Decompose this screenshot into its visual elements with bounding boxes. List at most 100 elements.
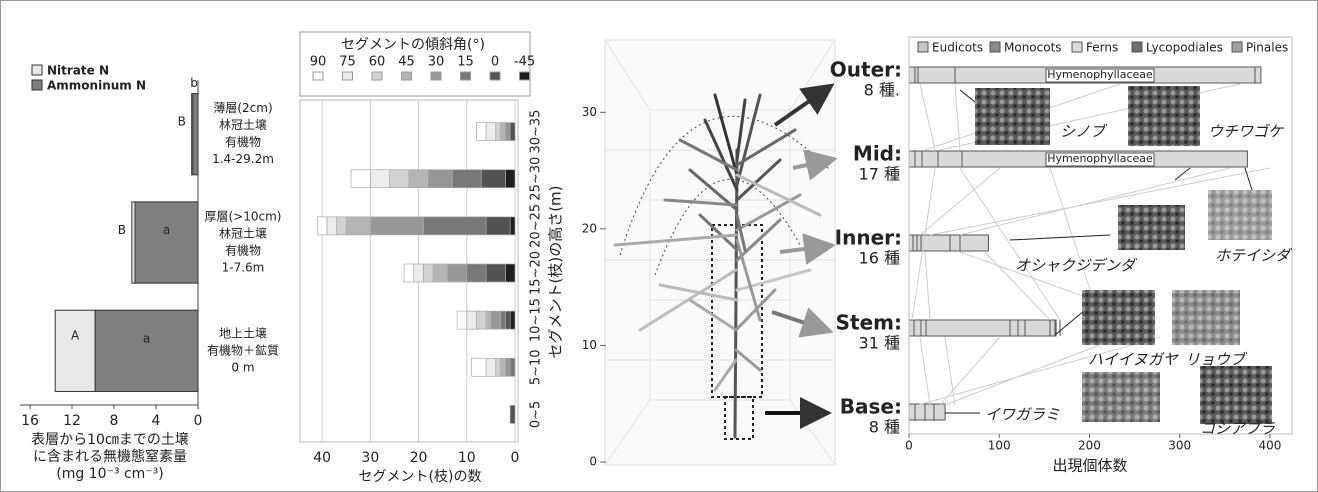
zone-label: Outer: xyxy=(830,58,902,82)
category-label: 15~20 xyxy=(529,251,544,295)
category-label: 10~15 xyxy=(529,298,544,342)
category-label: 1.4-29.2m xyxy=(212,152,274,166)
bar xyxy=(505,311,510,329)
bar xyxy=(472,358,486,376)
bar xyxy=(467,311,477,329)
bar xyxy=(505,264,515,282)
bar xyxy=(909,320,1056,336)
photo-caption: オシャクジデンダ xyxy=(1015,257,1138,275)
annotation: Hymenophyllaceae xyxy=(1047,68,1153,81)
x-tick-label: 12 xyxy=(63,413,81,429)
category-label: 1-7.6m xyxy=(222,261,265,275)
category-label: 25~30 xyxy=(529,157,544,201)
bar xyxy=(370,217,423,235)
zone-label: Mid: xyxy=(853,142,902,166)
bar xyxy=(135,202,198,283)
legend-swatch xyxy=(1232,42,1242,52)
bar xyxy=(505,170,515,188)
x-axis-label: セグメント(枝)の数 xyxy=(359,469,482,485)
bar xyxy=(370,170,389,188)
species-count: 16 種 xyxy=(859,249,900,268)
legend-title: セグメントの傾斜角(°) xyxy=(341,37,485,53)
legend-label: 90 xyxy=(310,55,327,70)
legend-swatch xyxy=(313,72,323,80)
photo-caption: ハイイヌガヤ xyxy=(1088,351,1180,369)
significance-letter: b xyxy=(190,76,198,90)
bar xyxy=(457,311,467,329)
bar xyxy=(481,170,505,188)
bar xyxy=(491,311,501,329)
bar xyxy=(486,311,491,329)
bar xyxy=(501,358,506,376)
x-tick-label: 4 xyxy=(152,413,161,429)
legend-swatch xyxy=(32,65,42,75)
x-axis-label: に含まれる無機態窒素量 xyxy=(33,448,187,465)
category-label: 有機物 xyxy=(225,243,261,258)
bar xyxy=(423,217,486,235)
significance-letter: B xyxy=(178,115,186,129)
bar xyxy=(510,405,515,423)
y-tick-label: 10 xyxy=(582,338,597,352)
legend-label: 30 xyxy=(428,55,445,70)
x-tick-label: 40 xyxy=(313,450,331,466)
x-tick-label: 200 xyxy=(1078,439,1101,453)
photo-caption: ウチワゴケ xyxy=(1208,123,1284,141)
legend-swatch xyxy=(520,72,530,80)
legend-swatch xyxy=(372,72,382,80)
legend-label: Nitrate N xyxy=(47,64,109,78)
species-count: 8 種 xyxy=(869,418,900,437)
legend-swatch xyxy=(431,72,441,80)
category-label: 地上土壌 xyxy=(219,326,267,340)
x-tick-label: 0 xyxy=(194,413,203,429)
legend-label: 0 xyxy=(491,55,499,70)
bar xyxy=(510,358,515,376)
bar xyxy=(390,170,409,188)
legend-swatch xyxy=(32,80,42,90)
legend-swatch xyxy=(1132,42,1142,52)
legend-label: Lycopodiales xyxy=(1146,41,1223,55)
category-label: 有機物 xyxy=(225,134,261,149)
x-tick-label: 30 xyxy=(361,450,379,466)
photo-caption: シノブ xyxy=(1060,123,1108,141)
y-tick-label: 20 xyxy=(582,221,597,235)
bar xyxy=(505,123,510,141)
legend-label: Eudicots xyxy=(932,41,983,55)
bar xyxy=(505,358,510,376)
legend-label: Monocots xyxy=(1004,41,1062,55)
legend-swatch xyxy=(461,72,471,80)
bar xyxy=(467,264,486,282)
bar xyxy=(476,123,486,141)
bar xyxy=(486,264,505,282)
bar xyxy=(486,123,496,141)
bar xyxy=(496,358,501,376)
zone-label: Stem: xyxy=(836,311,902,335)
x-tick-label: 16 xyxy=(21,413,39,429)
bar xyxy=(317,217,327,235)
figure: 1612840表層から10㎝までの土壌に含まれる無機態窒素量(mg 10⁻³ c… xyxy=(0,0,1318,492)
bar xyxy=(95,310,198,391)
legend-label: Pinales xyxy=(1246,41,1288,55)
x-tick-label: 20 xyxy=(410,450,428,466)
bar xyxy=(337,217,347,235)
bar xyxy=(447,264,466,282)
bar xyxy=(510,311,515,329)
x-axis-label: 表層から10㎝までの土壌 xyxy=(31,432,189,448)
zone-label: Base: xyxy=(840,395,902,419)
photo-caption: コシアブラ xyxy=(1200,420,1275,438)
bar xyxy=(486,217,510,235)
bar xyxy=(55,310,95,391)
y-tick-label: 0 xyxy=(589,455,597,469)
y-tick-label: 30 xyxy=(582,105,597,119)
legend-label: 60 xyxy=(369,55,386,70)
bar xyxy=(404,264,414,282)
x-tick-label: 300 xyxy=(1168,439,1191,453)
bar xyxy=(510,217,515,235)
tree-illustration xyxy=(605,40,835,465)
category-label: 5~10 xyxy=(529,349,544,385)
bar xyxy=(351,170,370,188)
photo-caption: ホテイシダ xyxy=(1215,247,1293,265)
x-axis-label: 出現個体数 xyxy=(1052,457,1127,475)
species-count: 31 種 xyxy=(859,334,900,353)
bar xyxy=(501,123,506,141)
category-label: 林冠土壌 xyxy=(219,118,267,132)
